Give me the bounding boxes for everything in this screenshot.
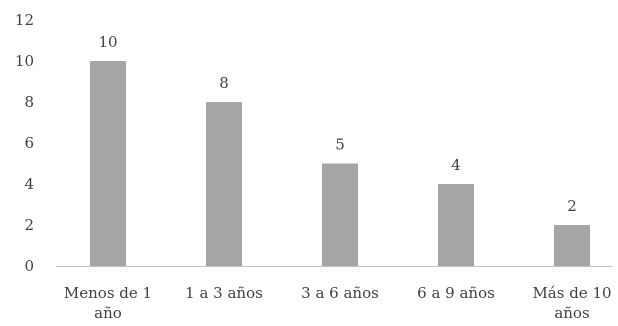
y-tick-label: 10: [15, 52, 34, 70]
y-tick-label: 6: [24, 134, 34, 152]
bar-data-label: 4: [451, 156, 461, 174]
bar: [438, 184, 474, 266]
y-tick-label: 0: [24, 257, 34, 275]
x-category-label: Más de 10 años: [532, 284, 611, 322]
bar: [554, 225, 590, 266]
x-category-label: 3 a 6 años: [301, 284, 379, 302]
bar: [90, 61, 126, 266]
bar: [322, 163, 358, 266]
bar-data-label: 2: [567, 197, 577, 215]
y-tick-label: 4: [24, 175, 34, 193]
data-labels-group: 10 8 5 4 2: [98, 33, 576, 215]
x-category-label-line: Menos de 1: [64, 284, 152, 302]
x-axis: Menos de 1 año 1 a 3 años 3 a 6 años 6 a 9 a…: [56, 266, 612, 322]
bar-data-label: 8: [219, 74, 229, 92]
x-category-label-line: 1 a 3 años: [185, 284, 263, 302]
x-category-label-line: 3 a 6 años: [301, 284, 379, 302]
y-axis: 0 2 4 6 8 10 12: [15, 11, 34, 275]
x-category-label: Menos de 1 año: [64, 284, 152, 322]
y-tick-label: 12: [15, 11, 34, 29]
x-category-label: 1 a 3 años: [185, 284, 263, 302]
bars-group: [90, 61, 590, 266]
x-category-label-line: año: [94, 304, 122, 322]
bar: [206, 102, 242, 266]
bar-data-label: 10: [98, 33, 117, 51]
x-category-label-line: Más de 10: [532, 284, 611, 302]
x-category-label-line: años: [554, 304, 589, 322]
y-tick-label: 2: [24, 216, 34, 234]
x-category-label: 6 a 9 años: [417, 284, 495, 302]
y-tick-label: 8: [24, 93, 34, 111]
bar-data-label: 5: [335, 136, 345, 154]
x-category-label-line: 6 a 9 años: [417, 284, 495, 302]
